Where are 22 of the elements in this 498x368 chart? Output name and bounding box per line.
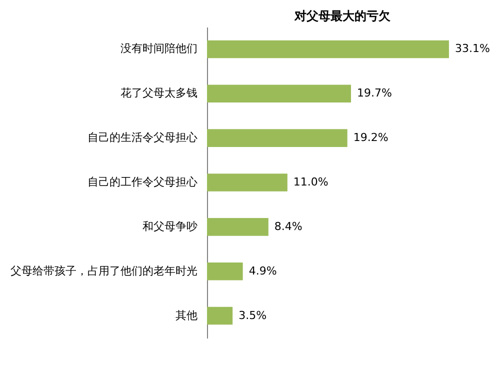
data-label: 11.0% <box>293 176 328 188</box>
bar <box>207 306 233 325</box>
bar <box>207 262 243 280</box>
bar <box>207 84 352 103</box>
y-tick-label: 花了父母太多钱 <box>120 86 198 100</box>
chart-title: 对父母最大的亏欠 <box>294 9 392 23</box>
data-label: 8.4% <box>274 220 302 233</box>
y-tick-label: 父母给带孩子，占用了他们的老年时光 <box>10 264 198 278</box>
data-label: 4.9% <box>248 264 277 278</box>
y-tick-label: 和父母争吵 <box>142 220 198 233</box>
y-tick-label: 自己的工作令父母担心 <box>88 176 198 188</box>
data-label: 33.1% <box>454 42 490 56</box>
bar <box>207 129 348 147</box>
data-label: 3.5% <box>238 308 267 322</box>
data-label: 19.2% <box>353 131 388 144</box>
bar <box>207 218 268 236</box>
bar <box>207 40 449 58</box>
y-tick-label: 自己的生活令父母担心 <box>88 131 198 144</box>
y-tick-label: 没有时间陪他们 <box>120 42 198 56</box>
bar <box>207 174 288 192</box>
data-label: 19.7% <box>357 86 392 100</box>
y-tick-label: 其他 <box>176 308 198 322</box>
